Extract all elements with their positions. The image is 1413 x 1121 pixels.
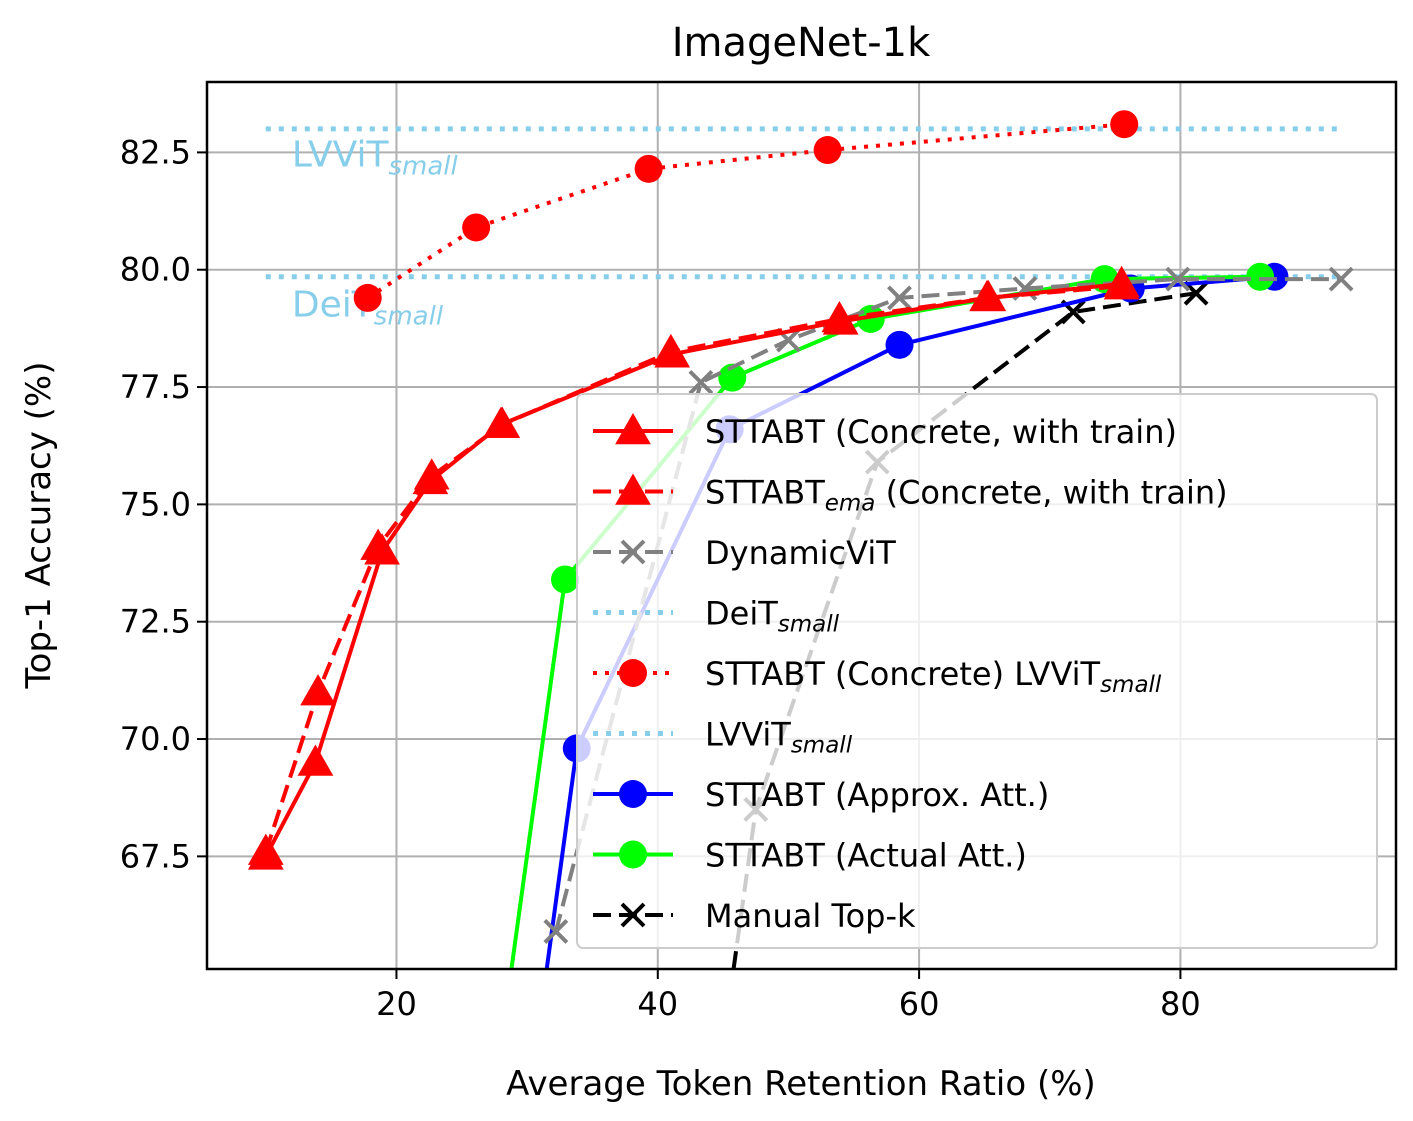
data-point-circle (619, 780, 647, 808)
data-point-circle (634, 154, 663, 183)
y-tick-label: 77.5 (120, 368, 191, 406)
data-point-x (887, 285, 912, 311)
y-axis-title: Top-1 Accuracy (%) (19, 362, 59, 690)
legend-item: DeiTsmall (593, 595, 840, 638)
x-axis-title: Average Token Retention Ratio (%) (506, 1064, 1096, 1104)
x-tick-label: 20 (376, 985, 417, 1023)
data-point-x (1328, 266, 1354, 292)
data-point-triangle (360, 528, 397, 560)
legend-item: DynamicViT (593, 534, 896, 572)
data-point-circle (619, 659, 647, 687)
legend-box (576, 393, 1378, 949)
legend-item: LVViTsmall (593, 716, 853, 759)
data-point-x (1183, 280, 1209, 306)
data-point-x (620, 902, 646, 928)
legend: STTABT (Concrete, with train) STTABTema (… (576, 393, 1378, 949)
y-tick-label: 75.0 (120, 485, 191, 523)
data-point-x (543, 919, 569, 944)
data-point-triangle (300, 674, 336, 706)
data-point-circle (551, 565, 580, 594)
legend-label: LVViTsmall (705, 716, 853, 759)
legend-label: STTABTema (Concrete, with train) (705, 474, 1228, 517)
data-point-triangle (615, 473, 651, 505)
series-1 (247, 268, 1140, 865)
data-point-triangle (413, 458, 450, 490)
series-line (544, 274, 1275, 969)
data-point-x (1165, 266, 1191, 292)
y-tick-label: 70.0 (120, 720, 191, 758)
y-tick-label: 82.5 (120, 133, 191, 171)
x-tick-label: 80 (1160, 985, 1201, 1023)
data-point-triangle (1103, 268, 1140, 300)
legend-label: Manual Top-k (705, 897, 916, 935)
legend-item: STTABT (Concrete, with train) (593, 412, 1177, 451)
data-point-triangle (821, 300, 858, 333)
plot-frame (205, 80, 1398, 971)
data-point-circle (462, 213, 491, 242)
y-tick-label: 72.5 (120, 603, 191, 641)
data-point-circle (1246, 262, 1275, 291)
data-point-triangle (652, 333, 689, 366)
legend-item: STTABT (Approx. Att.) (593, 776, 1049, 814)
series-layer (247, 110, 1354, 969)
chart-title: ImageNet-1k (672, 20, 931, 66)
legend-label: STTABT (Concrete, with train) (705, 413, 1177, 451)
data-point-x (688, 369, 714, 395)
data-point-triangle (484, 406, 521, 438)
legend-label: DynamicViT (705, 534, 896, 572)
legend-item: STTABT (Concrete) LVViTsmall (593, 655, 1162, 698)
series-line (366, 122, 1125, 300)
series-3 (353, 110, 1139, 312)
y-axis: 67.5 70.0 72.5 75.0 77.5 80.0 82.5 (120, 133, 207, 875)
data-point-triangle (615, 412, 651, 445)
data-point-circle (813, 136, 842, 165)
legend-item: STTABTema (Concrete, with train) (593, 473, 1228, 517)
data-point-triangle (969, 279, 1005, 312)
y-tick-label: 80.0 (120, 251, 191, 289)
data-point-circle (619, 840, 647, 869)
series-2 (543, 266, 1354, 944)
data-point-triangle (247, 833, 284, 865)
data-point-circle (885, 330, 914, 359)
legend-label: STTABT (Concrete) LVViTsmall (705, 655, 1162, 698)
legend-label: STTABT (Approx. Att.) (705, 776, 1049, 814)
data-point-circle (1110, 110, 1139, 139)
reference-label: LVViTsmall (292, 134, 459, 181)
data-point-circle (718, 363, 747, 392)
legend-item: Manual Top-k (593, 897, 916, 935)
data-point-circle (353, 283, 382, 312)
data-point-x (620, 539, 646, 565)
legend-label: DeiTsmall (705, 595, 840, 638)
legend-item: STTABT (Actual Att.) (593, 837, 1027, 875)
y-tick-label: 67.5 (120, 837, 191, 875)
legend-label: STTABT (Actual Att.) (705, 837, 1027, 875)
x-tick-label: 40 (637, 985, 678, 1023)
x-tick-label: 60 (899, 985, 940, 1023)
series-line (509, 274, 1261, 969)
data-point-triangle (297, 744, 334, 776)
x-axis: 20 40 60 80 (376, 969, 1201, 1023)
